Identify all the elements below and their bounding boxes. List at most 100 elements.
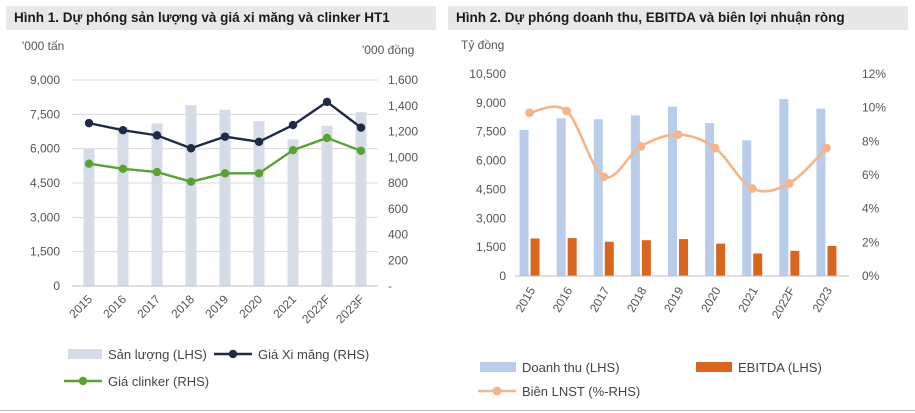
x-tick-label: 2019 bbox=[202, 292, 231, 321]
legend-swatch-ebitda bbox=[696, 362, 732, 372]
bar-ebitda bbox=[567, 238, 577, 276]
x-tick-label: 2022F bbox=[299, 292, 333, 326]
point-gia-clinker bbox=[152, 167, 162, 177]
right-tick-label: 12% bbox=[862, 67, 886, 81]
figure-2-chart: Tỷ đồng 0 1,500 3,000 4,500 6,000 7,500 9,000 10… bbox=[461, 38, 886, 399]
bar-doanh-thu bbox=[593, 119, 603, 276]
point-gia-clinker bbox=[356, 146, 366, 156]
right-tick-label: 200 bbox=[388, 253, 408, 267]
point-bien-lnst bbox=[673, 130, 683, 140]
point-gia-clinker bbox=[84, 159, 94, 168]
figure-1-header: Hình 1. Dự phóng sản lượng và giá xi măn… bbox=[6, 6, 436, 30]
legend-marker-gia-xi-mang bbox=[228, 349, 238, 359]
x-tick-label: 2017 bbox=[587, 284, 613, 314]
bar-ebitda bbox=[641, 240, 651, 276]
point-gia-xi-mang bbox=[118, 126, 128, 135]
legend-label-ebitda: EBITDA (LHS) bbox=[738, 360, 822, 375]
right-tick-label: - bbox=[388, 279, 392, 293]
legend-swatch-san-luong bbox=[68, 349, 102, 359]
legend-label-doanh-thu: Doanh thu (LHS) bbox=[522, 360, 620, 375]
x-tick-label: 2018 bbox=[624, 284, 650, 314]
right-tick-label: 10% bbox=[862, 101, 886, 115]
bar-san-luong bbox=[253, 121, 265, 286]
left-tick-label: 9,000 bbox=[476, 96, 506, 110]
legend-label-bien-lnst: Biên LNST (%-RHS) bbox=[522, 384, 640, 399]
point-gia-clinker bbox=[322, 133, 332, 143]
figure-2-header: Hình 2. Dự phóng doanh thu, EBITDA và bi… bbox=[448, 6, 908, 30]
legend-swatch-doanh-thu bbox=[480, 362, 516, 372]
figure-1-chart: '000 tấn '000 đồng 0 1,500 3,000 4,500 6,000 7,… bbox=[22, 39, 418, 389]
x-tick-label: 2020 bbox=[698, 284, 724, 314]
x-tick-label: 2023F bbox=[333, 292, 367, 326]
x-tick-label: 2016 bbox=[100, 292, 129, 321]
bar-san-luong bbox=[219, 109, 231, 286]
bar-doanh-thu bbox=[705, 123, 715, 276]
bar-doanh-thu bbox=[556, 118, 566, 276]
left-tick-label: 3,000 bbox=[30, 210, 60, 224]
bar-doanh-thu bbox=[816, 108, 826, 276]
right-tick-label: 8% bbox=[862, 134, 880, 148]
x-tick-label: 2021 bbox=[270, 292, 299, 321]
point-bien-lnst bbox=[562, 106, 572, 116]
bar-ebitda bbox=[827, 245, 837, 276]
left-tick-label: 9,000 bbox=[30, 73, 60, 87]
left-tick-label: 1,500 bbox=[476, 240, 506, 254]
bar-ebitda bbox=[716, 243, 726, 276]
x-tick-label: 2018 bbox=[168, 292, 197, 321]
bar-san-luong bbox=[321, 125, 333, 287]
point-gia-xi-mang bbox=[288, 120, 298, 130]
bar-ebitda bbox=[790, 250, 800, 276]
point-gia-xi-mang bbox=[254, 137, 264, 146]
point-gia-clinker bbox=[220, 169, 230, 178]
right-tick-label: 0% bbox=[862, 269, 880, 283]
point-gia-xi-mang bbox=[152, 131, 162, 140]
x-tick-label: 2023 bbox=[810, 284, 836, 314]
left-axis-unit-label: Tỷ đồng bbox=[461, 38, 504, 52]
right-tick-label: 6% bbox=[862, 168, 880, 182]
point-bien-lnst bbox=[822, 143, 831, 153]
left-tick-label: 7,500 bbox=[30, 107, 60, 121]
left-tick-label: 6,000 bbox=[30, 142, 60, 156]
bottom-rule bbox=[0, 410, 915, 411]
point-gia-xi-mang bbox=[220, 132, 230, 141]
right-tick-label: 600 bbox=[388, 202, 408, 216]
x-tick-label: 2017 bbox=[134, 292, 163, 321]
point-gia-clinker bbox=[288, 145, 298, 155]
right-tick-label: 1,600 bbox=[388, 73, 418, 87]
x-tick-label: 2015 bbox=[513, 284, 539, 314]
point-bien-lnst bbox=[784, 179, 794, 188]
point-gia-xi-mang bbox=[84, 118, 94, 128]
point-bien-lnst bbox=[710, 143, 720, 153]
x-tick-label: 2019 bbox=[661, 284, 687, 314]
legend-label-san-luong: Sản lượng (LHS) bbox=[108, 347, 207, 362]
left-tick-label: 6,000 bbox=[476, 154, 506, 168]
bar-ebitda bbox=[679, 239, 688, 276]
legend-marker-gia-clinker bbox=[78, 376, 88, 386]
bar-san-luong bbox=[287, 139, 299, 286]
x-tick-label: 2021 bbox=[735, 284, 761, 314]
bar-san-luong bbox=[83, 148, 95, 286]
bar-san-luong bbox=[355, 112, 367, 287]
bar-san-luong bbox=[185, 105, 197, 286]
bar-doanh-thu bbox=[630, 115, 640, 276]
bar-ebitda bbox=[753, 253, 763, 276]
point-gia-clinker bbox=[186, 177, 196, 186]
legend-label-gia-clinker: Giá clinker (RHS) bbox=[108, 374, 209, 389]
right-tick-label: 400 bbox=[388, 228, 408, 242]
point-gia-xi-mang bbox=[356, 123, 366, 132]
left-tick-label: 0 bbox=[499, 269, 506, 283]
figure-1-panel: Hình 1. Dự phóng sản lượng và giá xi măn… bbox=[0, 0, 440, 413]
left-tick-label: 4,500 bbox=[476, 182, 506, 196]
right-axis-unit-label: '000 đồng bbox=[362, 43, 414, 57]
bar-san-luong bbox=[151, 123, 163, 286]
x-tick-label: 2020 bbox=[236, 292, 265, 321]
left-axis-unit-label: '000 tấn bbox=[22, 39, 64, 53]
right-tick-label: 800 bbox=[388, 176, 408, 190]
x-tick-label: 2016 bbox=[550, 284, 576, 314]
right-tick-label: 1,200 bbox=[388, 125, 418, 139]
left-tick-label: 4,500 bbox=[30, 176, 60, 190]
bar-ebitda bbox=[530, 238, 540, 276]
point-bien-lnst bbox=[747, 184, 757, 193]
right-tick-label: 4% bbox=[862, 202, 880, 216]
bar-doanh-thu bbox=[519, 129, 529, 276]
